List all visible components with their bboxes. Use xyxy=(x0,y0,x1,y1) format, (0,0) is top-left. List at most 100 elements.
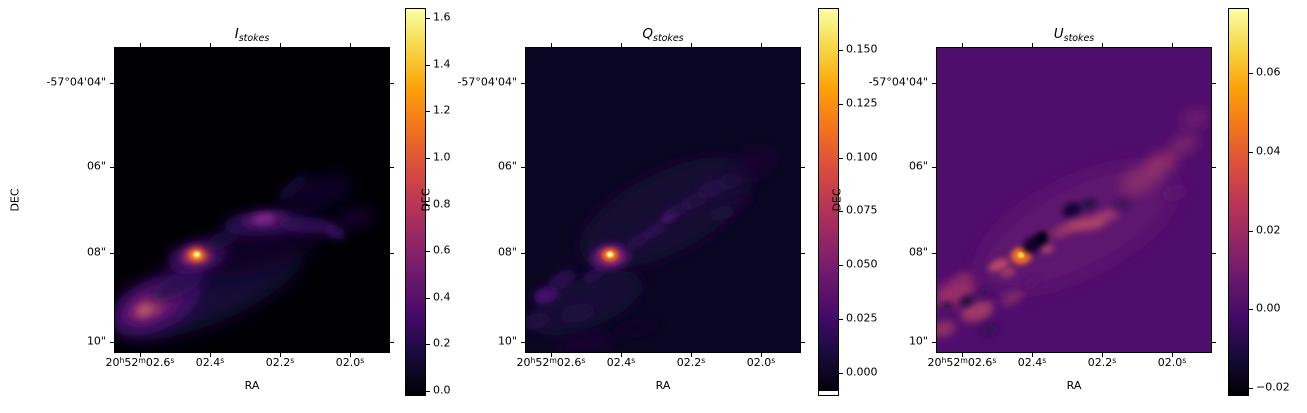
x-tick-label: 02.4s xyxy=(607,356,636,370)
x-tick-mark xyxy=(621,353,622,357)
emission-blob xyxy=(980,323,998,337)
x-tick-mark xyxy=(761,353,762,357)
emission-blob xyxy=(708,205,736,221)
y-tick-mark xyxy=(110,167,114,168)
colorbar-tick-label: 0.025 xyxy=(846,311,878,325)
y-tick-mark xyxy=(801,253,805,254)
emission-blob xyxy=(556,331,616,352)
x-tick-mark xyxy=(350,353,351,357)
emission-blob xyxy=(150,268,206,302)
superscript-unit: h xyxy=(119,355,125,365)
y-tick-label: -57°04'04" xyxy=(868,75,928,89)
x-tick-label: 02.0s xyxy=(336,356,365,370)
x-tick-mark xyxy=(1032,353,1033,357)
colorbar-i-stokes xyxy=(405,8,426,396)
dec-axis-label: DEC xyxy=(830,188,844,212)
colorbar-tick-label: 1.0 xyxy=(433,150,451,164)
panel-title-q-stokes: Qstokes xyxy=(642,26,683,43)
panel-i-stokes-heatmap xyxy=(114,47,390,353)
emission-blob xyxy=(728,193,752,209)
superscript-unit: s xyxy=(290,355,295,365)
y-tick-mark xyxy=(521,83,525,84)
x-tick-label: 02.4s xyxy=(1017,355,1047,370)
x-tick-mark xyxy=(1102,43,1103,47)
tick-text: 02.0 xyxy=(746,356,772,369)
superscript-unit: s xyxy=(581,355,586,365)
y-tick-label: 08" xyxy=(86,245,106,259)
superscript-unit: s xyxy=(1182,355,1187,365)
emission-blob xyxy=(533,286,559,304)
colorbar-tick-label: 0.04 xyxy=(1256,144,1281,158)
y-tick-label: 06" xyxy=(86,159,106,173)
colorbar-tick-mark xyxy=(426,18,430,19)
colorbar-under-strip xyxy=(819,391,838,395)
emission-blob xyxy=(1115,198,1131,210)
emission-blob xyxy=(1000,290,1024,306)
x-tick-mark xyxy=(962,43,963,47)
colorbar-tick-mark xyxy=(1249,73,1253,74)
colorbar-tick-mark xyxy=(839,104,843,105)
colorbar-tick-mark xyxy=(426,65,430,66)
colorbar-tick-label: 0.150 xyxy=(846,42,878,56)
panel-title-i-stokes: Istokes xyxy=(234,26,270,43)
tick-text: 52 xyxy=(946,356,961,369)
colorbar-tick-mark xyxy=(1249,309,1253,310)
emission-blob xyxy=(731,146,777,180)
colorbar-tick-mark xyxy=(426,344,430,345)
superscript-unit: s xyxy=(701,355,706,365)
tick-text: 20 xyxy=(105,356,120,369)
panel-u-stokes-heatmap-svg xyxy=(937,48,1211,352)
x-tick-label: 02.2s xyxy=(266,355,295,370)
emission-blob xyxy=(526,312,550,330)
emission-blob xyxy=(253,213,275,225)
tick-text: 02.0 xyxy=(1157,356,1183,369)
tick-text: 02.4 xyxy=(195,356,221,369)
colorbar-tick-label: 0.0 xyxy=(433,383,451,397)
dec-axis-label: DEC xyxy=(8,188,22,212)
x-tick-mark xyxy=(210,353,211,357)
colorbar-tick-mark xyxy=(426,205,430,206)
panel-title-u-stokes: Ustokes xyxy=(1054,26,1095,44)
emission-blob xyxy=(277,174,309,202)
emission-blob xyxy=(941,301,953,311)
tick-text: 20 xyxy=(516,356,531,369)
colorbar-tick-mark xyxy=(839,373,843,374)
emission-blob xyxy=(1040,244,1054,254)
x-tick-label: 20h52m02.6s xyxy=(105,355,175,370)
y-tick-mark xyxy=(390,167,394,168)
emission-blob xyxy=(1022,276,1042,290)
x-tick-mark xyxy=(140,353,141,357)
colorbar-tick-label: 1.2 xyxy=(433,103,451,117)
emission-blob xyxy=(333,207,377,229)
emission-blob xyxy=(1000,266,1016,278)
x-tick-mark xyxy=(691,353,692,357)
x-tick-mark xyxy=(551,353,552,357)
y-tick-mark xyxy=(801,342,805,343)
superscript-unit: s xyxy=(1042,355,1047,365)
colorbar-tick-label: −0.02 xyxy=(1256,380,1290,394)
emission-blob xyxy=(548,269,576,291)
x-tick-mark xyxy=(1172,353,1173,357)
tick-text: 02.4 xyxy=(1017,356,1043,369)
colorbar-tick-label: 0.06 xyxy=(1256,65,1281,79)
x-tick-mark xyxy=(140,43,141,47)
tick-text: 52 xyxy=(535,356,550,369)
title-subscript: stokes xyxy=(1063,32,1095,44)
colorbar-tick-mark xyxy=(426,298,430,299)
tick-text: 52 xyxy=(124,356,139,369)
x-tick-label: 02.4s xyxy=(195,356,225,370)
tick-text: 02.6 xyxy=(145,356,171,369)
colorbar-tick-mark xyxy=(839,265,843,266)
x-tick-mark xyxy=(551,43,552,47)
tick-text: 02.6 xyxy=(556,356,582,369)
emission-blob xyxy=(1169,133,1199,155)
x-tick-mark xyxy=(1172,43,1173,47)
y-tick-mark xyxy=(932,342,936,343)
colorbar-tick-mark xyxy=(839,158,843,159)
colorbar-tick-label: 0.075 xyxy=(846,203,878,217)
title-base: I xyxy=(234,26,239,42)
x-tick-mark xyxy=(1032,43,1033,47)
y-tick-mark xyxy=(521,253,525,254)
emission-blob xyxy=(642,222,666,240)
y-tick-mark xyxy=(1212,83,1216,84)
